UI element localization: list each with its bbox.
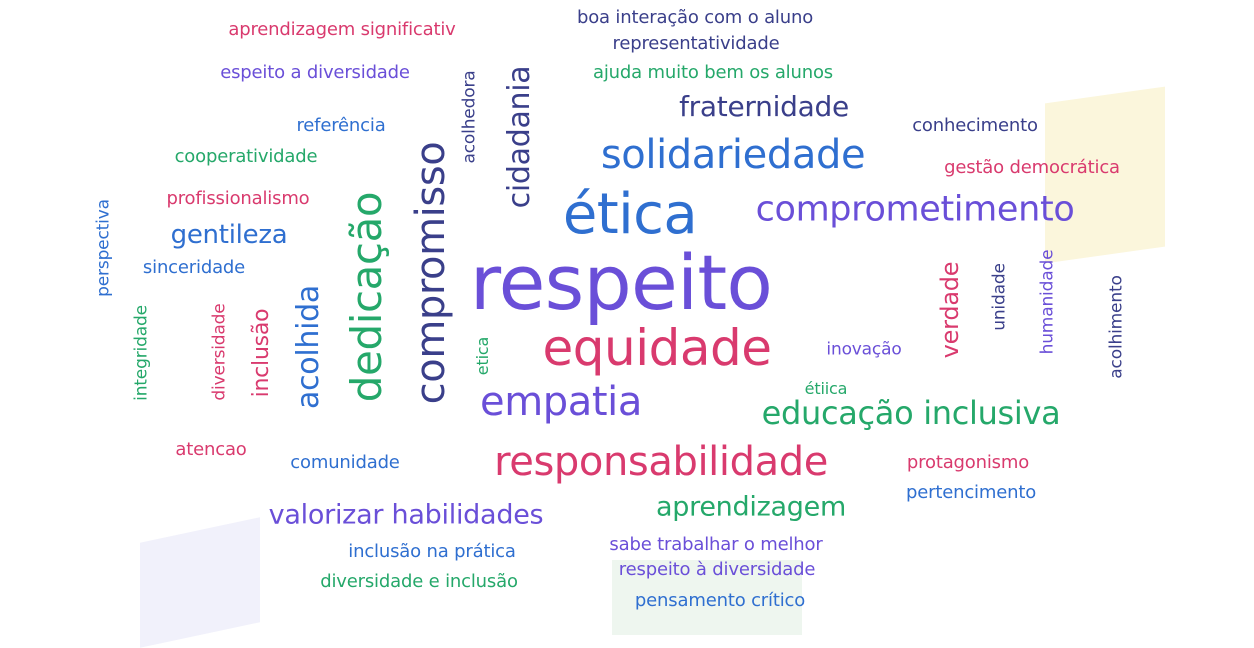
word: conhecimento	[912, 115, 1038, 136]
word: comunidade	[290, 452, 400, 473]
word: boa interação com o aluno	[576, 7, 814, 28]
word: pensamento crítico	[634, 590, 806, 611]
word: responsabilidade	[494, 439, 828, 485]
word: comprometimento	[755, 189, 1075, 230]
word: inovação	[826, 339, 902, 360]
word: equidade	[542, 319, 772, 377]
word: atencao	[175, 439, 247, 460]
background-shape-left	[140, 517, 260, 648]
word: acolhimento	[1106, 275, 1127, 379]
word: empatia	[480, 379, 642, 425]
word: cidadania	[502, 65, 537, 209]
word: perspectiva	[93, 199, 114, 297]
word: representatividade	[612, 33, 780, 54]
word: cooperatividade	[174, 146, 318, 167]
word: sinceridade	[142, 257, 246, 278]
word: étiica	[804, 379, 848, 398]
word: unidade	[989, 263, 1010, 331]
word: solidariedade	[600, 132, 866, 178]
word: valorizar habilidades	[268, 499, 544, 531]
word: referência	[296, 115, 386, 136]
word: respeito à diversidade	[618, 559, 816, 580]
word: ajuda muito bem os alunos	[593, 62, 833, 83]
word: protagonismo	[906, 452, 1030, 473]
word: pertencimento	[905, 482, 1037, 503]
word: diversidade e inclusão	[320, 571, 518, 592]
word: acolhida	[291, 285, 326, 409]
word: espeito a diversidade	[220, 62, 410, 83]
word: profissionalismo	[166, 188, 310, 209]
word: verdade	[936, 261, 964, 359]
word: integridade	[131, 305, 152, 401]
word: aprendizagem significativ	[228, 19, 456, 40]
word: respeito	[469, 238, 773, 327]
word: diversidade	[209, 303, 230, 401]
word: inclusão na prática	[348, 541, 516, 562]
word: etica	[473, 336, 492, 376]
word: sabe trabalhar o melhor	[609, 534, 823, 555]
word: inclusão	[249, 308, 274, 398]
word: educação inclusiva	[761, 394, 1061, 432]
word: aprendizagem	[655, 491, 847, 523]
word: fraternidade	[679, 90, 849, 123]
word: acolhedora	[459, 70, 480, 164]
word: humanidade	[1037, 249, 1058, 355]
word: dedicação	[342, 191, 391, 403]
word: gestão democrática	[944, 157, 1120, 178]
word: compromisso	[408, 141, 454, 405]
word: gentileza	[170, 220, 288, 250]
word: ética	[562, 182, 698, 247]
